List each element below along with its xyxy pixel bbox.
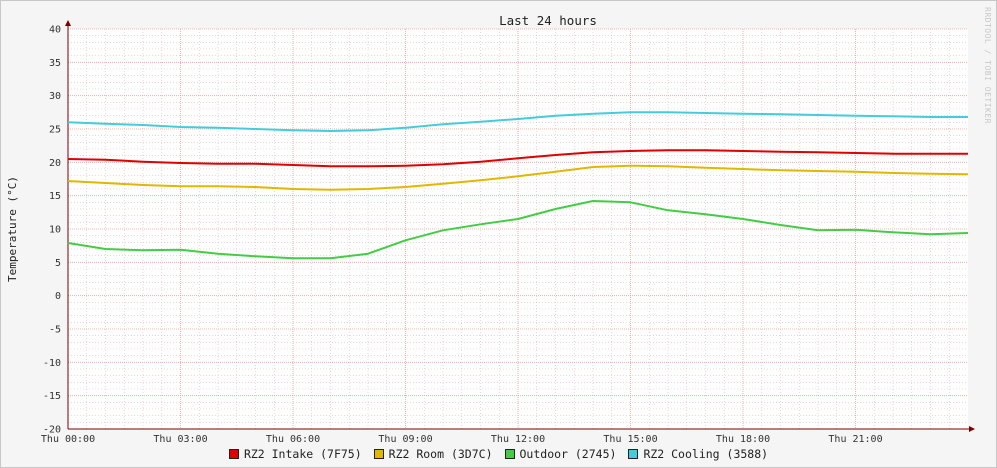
legend-swatch [628,449,639,459]
y-tick-label: 30 [49,91,61,102]
legend-item: RZ2 Intake (7F75) [228,447,362,461]
series-line-0 [67,149,968,168]
y-tick-label: 0 [55,291,61,302]
legend-label: RZ2 Room (3D7C) [388,447,493,461]
x-tick-label: Thu 15:00 [603,434,657,445]
legend-swatch [373,449,384,459]
y-tick-label: 40 [49,25,61,36]
legend-label: Outdoor (2745) [519,447,617,461]
y-tick-label: -20 [43,425,61,436]
legend-label: RZ2 Cooling (3588) [643,447,769,461]
x-tick-label: Thu 00:00 [41,434,95,445]
y-tick-label: 20 [49,158,61,169]
x-tick-label: Thu 06:00 [266,434,320,445]
y-tick-label: -5 [49,325,61,336]
legend-item: Outdoor (2745) [504,447,617,461]
y-tick-label: 5 [55,258,61,269]
y-tick-label: -10 [43,358,61,369]
y-axis-arrow [65,20,71,26]
x-axis-arrow [969,426,975,432]
legend-item: RZ2 Cooling (3588) [628,447,768,461]
x-tick-label: Thu 03:00 [153,434,207,445]
x-tick-label: Thu 09:00 [378,434,432,445]
legend-swatch [504,449,515,459]
y-tick-label: 15 [49,191,61,202]
legend-item: RZ2 Room (3D7C) [373,447,493,461]
chart-title: Last 24 hours [499,13,597,28]
series-line-1 [67,164,969,191]
x-tick-label: Thu 12:00 [491,434,545,445]
y-tick-label: 35 [49,58,61,69]
x-tick-label: Thu 18:00 [716,434,770,445]
legend-swatch [228,449,239,459]
watermark: RRDTOOL / TOBI OETIKER [983,7,992,124]
legend-label: RZ2 Intake (7F75) [243,447,362,461]
y-tick-label: 25 [49,125,61,136]
x-tick-label: Thu 21:00 [828,434,882,445]
legend: RZ2 Intake (7F75) RZ2 Room (3D7C) Outdoor … [1,447,996,461]
y-tick-label: -15 [43,391,61,402]
series-line-2 [67,200,969,260]
y-axis-label: Temperature (°C) [6,176,19,282]
y-tick-label: 10 [49,225,61,236]
series-line-3 [67,111,968,132]
